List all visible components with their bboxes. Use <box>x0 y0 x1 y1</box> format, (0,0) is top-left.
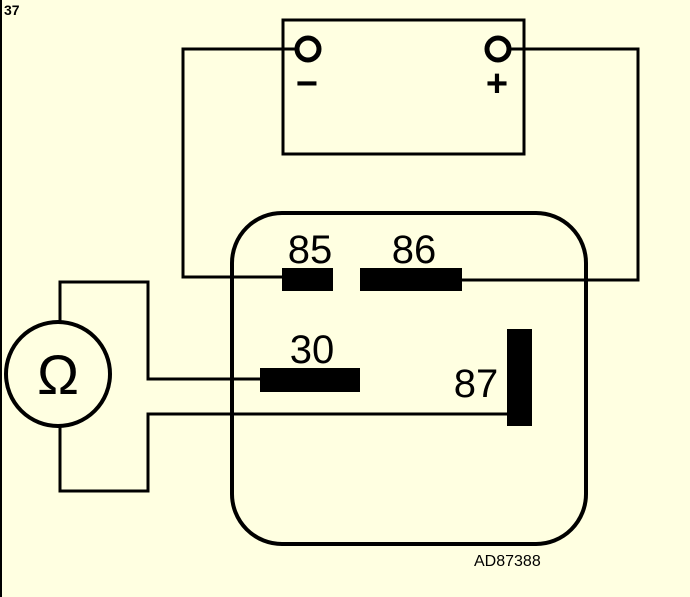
terminal-87-label: 87 <box>454 362 499 406</box>
terminal-86-pin <box>360 268 462 291</box>
figure-number: 37 <box>4 2 20 18</box>
wire-positive-to-86 <box>462 47 640 282</box>
ohmmeter-body <box>4 320 112 428</box>
ohm-symbol: Ω <box>37 343 79 406</box>
battery-negative-terminal <box>294 35 322 63</box>
relay: 85 86 30 87 <box>230 211 588 546</box>
terminal-85-pin <box>282 268 333 291</box>
ohmmeter-icon: Ω <box>4 320 112 428</box>
terminal-87-pin <box>507 329 532 426</box>
terminal-86-label: 86 <box>392 228 437 272</box>
wire-meter-to-87 <box>58 412 508 493</box>
relay-housing <box>230 211 588 546</box>
reference-code: AD87388 <box>474 553 541 570</box>
terminal-85-label: 85 <box>288 228 333 272</box>
battery-positive-symbol: + <box>486 63 508 105</box>
wire-meter-to-30 <box>58 280 260 381</box>
terminal-30-pin <box>260 368 360 392</box>
battery-body <box>281 18 526 156</box>
wire-negative-to-85 <box>181 47 296 279</box>
battery-positive-terminal <box>484 35 512 63</box>
terminal-30-label: 30 <box>290 328 335 372</box>
battery: − + <box>281 18 526 156</box>
wires <box>58 47 640 493</box>
battery-negative-symbol: − <box>296 63 318 105</box>
